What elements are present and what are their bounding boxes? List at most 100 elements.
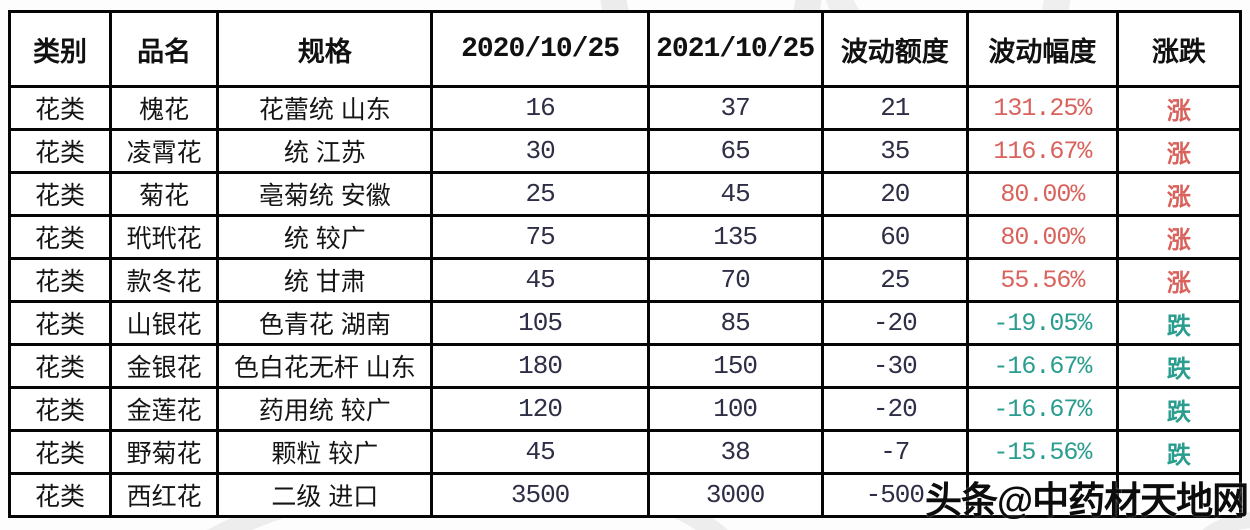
cell-change_percent: 116.67% [966,128,1119,174]
col-header-price_2021: 2021/10/25 [646,10,824,88]
cell-change_percent: -15.56% [966,429,1119,475]
cell-change_amount: -20 [820,300,970,346]
cell-direction: 跌 [1115,343,1243,389]
header-row: 类别 品名 规格 2020/10/25 2021/10/25 波动额度 波动幅度 涨跌 [7,10,1243,88]
cell-change_percent: 80.00% [966,171,1119,217]
cell-price_2021: 100 [646,386,824,432]
cell-category: 花类 [7,85,113,131]
cell-spec: 统 较广 [216,214,434,260]
cell-price_2020: 105 [430,300,650,346]
cell-price_2020: 3500 [430,472,650,518]
cell-name: 金莲花 [109,386,220,432]
cell-price_2020: 120 [430,386,650,432]
cell-change_percent: 80.00% [966,214,1119,260]
table-row: 花类 玳玳花统 较广 75 135 60 80.00% 涨 [7,214,1243,260]
cell-price_2021: 70 [646,257,824,303]
cell-change_amount: -7 [820,429,970,475]
col-header-change_percent: 波动幅度 [966,10,1119,88]
col-header-direction: 涨跌 [1115,10,1243,88]
cell-name: 槐花 [109,85,220,131]
cell-change_percent: -19.05% [966,300,1119,346]
cell-price_2020: 75 [430,214,650,260]
cell-price_2021: 150 [646,343,824,389]
table-row: 花类 西红花 二级 进口 3500 3000 -500 [7,472,1243,518]
cell-change_amount: -20 [820,386,970,432]
cell-change_percent: -16.67% [966,343,1119,389]
cell-spec: 二级 进口 [216,472,434,518]
table-row: 花类 金莲花 药用统 较广 120 100 -20 -16.67% 跌 [7,386,1243,432]
cell-spec: 色白花无杆 山东 [216,343,434,389]
table-row: 花类 款冬花统 甘肃 45 70 25 55.56% 涨 [7,257,1243,303]
col-header-category: 类别 [7,10,113,88]
cell-price_2021: 135 [646,214,824,260]
cell-name: 玳玳花 [109,214,220,260]
cell-name: 野菊花 [109,429,220,475]
cell-direction: 跌 [1115,429,1243,475]
cell-change_amount: 21 [820,85,970,131]
cell-name: 山银花 [109,300,220,346]
cell-change_amount: 35 [820,128,970,174]
cell-category: 花类 [7,171,113,217]
cell-direction: 涨 [1115,171,1243,217]
table-row: 花类 山银花 色青花 湖南 105 85 -20 -19.05% 跌 [7,300,1243,346]
cell-category: 花类 [7,386,113,432]
cell-change_percent: -16.67% [966,386,1119,432]
cell-price_2021: 85 [646,300,824,346]
cell-direction: 跌 [1115,300,1243,346]
col-header-change_amount: 波动额度 [820,10,970,88]
cell-spec: 花蕾统 山东 [216,85,434,131]
cell-change_percent: 55.56% [966,257,1119,303]
cell-price_2021: 45 [646,171,824,217]
cell-spec: 统 江苏 [216,128,434,174]
cell-name: 西红花 [109,472,220,518]
cell-category: 花类 [7,257,113,303]
cell-spec: 颗粒 较广 [216,429,434,475]
cell-name: 菊花 [109,171,220,217]
cell-price_2021: 38 [646,429,824,475]
table-body: 花类 槐花 花蕾统 山东 16 37 21 131.25% 涨花类 凌霄花统 江苏 30 65 35 1… [7,85,1243,518]
cell-category: 花类 [7,343,113,389]
cell-change_amount: -500 [820,472,970,518]
cell-price_2021: 65 [646,128,824,174]
price-table: 类别 品名 规格 2020/10/25 2021/10/25 波动额度 波动幅度 涨跌 花类槐… [7,10,1243,518]
cell-price_2021: 3000 [646,472,824,518]
cell-price_2020: 45 [430,429,650,475]
cell-change_amount: 25 [820,257,970,303]
cell-price_2020: 45 [430,257,650,303]
table-row: 花类 槐花 花蕾统 山东 16 37 21 131.25% 涨 [7,85,1243,131]
cell-spec: 统 甘肃 [216,257,434,303]
col-header-price_2020: 2020/10/25 [430,10,650,88]
cell-direction: 涨 [1115,85,1243,131]
toutiao-watermark: 头条@中药材天地网 [925,480,1249,521]
cell-direction: 涨 [1115,257,1243,303]
cell-category: 花类 [7,429,113,475]
cell-price_2020: 30 [430,128,650,174]
cell-change_percent: 131.25% [966,85,1119,131]
cell-direction: 涨 [1115,128,1243,174]
cell-price_2020: 16 [430,85,650,131]
col-header-spec: 规格 [216,10,434,88]
cell-category: 花类 [7,300,113,346]
cell-price_2020: 25 [430,171,650,217]
cell-name: 凌霄花 [109,128,220,174]
table-row: 花类 凌霄花统 江苏 30 65 35 116.67% 涨 [7,128,1243,174]
cell-change_percent [966,472,1119,518]
cell-change_amount: 20 [820,171,970,217]
cell-change_amount: 60 [820,214,970,260]
table-row: 花类 野菊花 颗粒 较广 45 38 -7 -15.56% 跌 [7,429,1243,475]
cell-category: 花类 [7,128,113,174]
cell-category: 花类 [7,214,113,260]
cell-spec: 药用统 较广 [216,386,434,432]
cell-price_2020: 180 [430,343,650,389]
table-row: 花类 菊花 亳菊统 安徽 25 45 20 80.00% 涨 [7,171,1243,217]
cell-change_amount: -30 [820,343,970,389]
cell-name: 款冬花 [109,257,220,303]
cell-spec: 色青花 湖南 [216,300,434,346]
cell-direction [1115,472,1243,518]
cell-spec: 亳菊统 安徽 [216,171,434,217]
cell-category: 花类 [7,472,113,518]
cell-direction: 涨 [1115,214,1243,260]
cell-name: 金银花 [109,343,220,389]
col-header-name: 品名 [109,10,220,88]
